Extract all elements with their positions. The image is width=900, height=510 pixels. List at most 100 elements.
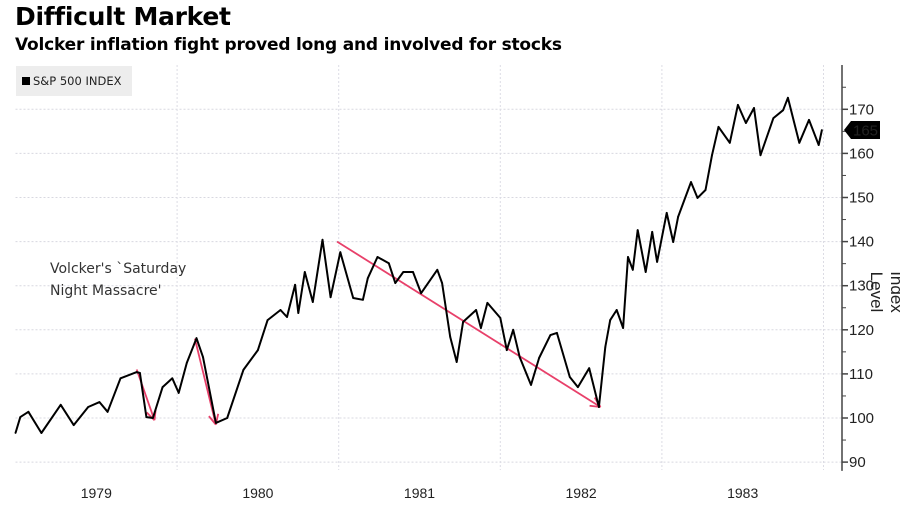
data-point (644, 271, 647, 273)
x-axis: 1979 1980 1981 1982 1983 (81, 485, 759, 501)
x-tick-label: 1983 (727, 485, 758, 501)
data-point (279, 309, 282, 311)
annotation-saturday-night-massacre: Volcker's `Saturday Night Massacre' (50, 261, 187, 299)
data-point (87, 406, 90, 408)
y-tick-label: 120 (849, 322, 874, 339)
data-point (505, 349, 508, 351)
data-point (651, 230, 654, 233)
y-tick-label: 160 (849, 145, 874, 162)
x-tick-label: 1982 (566, 485, 597, 501)
data-point (808, 118, 810, 121)
data-point (728, 141, 731, 144)
data-point (455, 361, 458, 363)
data-point (402, 271, 405, 273)
data-point (394, 282, 397, 284)
data-point (436, 268, 439, 271)
data-point (177, 391, 180, 394)
data-point (297, 312, 300, 314)
data-point (736, 103, 739, 106)
gridlines (15, 65, 842, 470)
y-axis-label: Index Level (867, 271, 900, 313)
data-point (329, 296, 332, 299)
y-tick-label: 110 (849, 366, 873, 383)
data-point (665, 212, 668, 214)
annotation-arrow (336, 240, 601, 408)
data-point (631, 268, 634, 271)
x-tick-label: 1979 (81, 485, 112, 501)
data-point (242, 369, 245, 371)
x-tick-label: 1981 (404, 485, 435, 501)
data-point (817, 144, 820, 146)
arrowhead (208, 415, 217, 426)
y-tick-label: 130 (849, 278, 874, 295)
data-point (480, 327, 482, 329)
data-point (151, 417, 154, 419)
data-point (387, 262, 390, 265)
data-point (759, 154, 762, 157)
data-point (195, 337, 198, 340)
data-point (202, 356, 204, 359)
data-point (782, 109, 784, 112)
data-point (512, 328, 515, 331)
data-point (672, 241, 675, 243)
data-point (98, 401, 101, 404)
data-point (609, 319, 612, 321)
data-point (704, 189, 707, 191)
data-point (294, 283, 296, 286)
data-point (303, 271, 306, 273)
data-point (656, 260, 658, 263)
data-point (27, 410, 30, 413)
data-point (19, 416, 22, 419)
data-point (366, 277, 369, 280)
data-point (462, 320, 465, 323)
annotation-arrow (194, 338, 217, 425)
data-point (214, 421, 217, 424)
data-point (185, 361, 188, 364)
y-tick-label: 150 (849, 190, 874, 207)
data-point (597, 406, 600, 408)
data-point (171, 377, 174, 380)
x-tick-label: 1980 (242, 485, 273, 501)
last-value-label: 165 (853, 123, 878, 140)
y-tick-label: 170 (849, 101, 874, 118)
data-point (420, 292, 423, 295)
data-point (798, 141, 801, 144)
data-point (376, 256, 379, 258)
data-point (40, 432, 43, 434)
data-point (753, 107, 755, 109)
data-point (696, 197, 699, 199)
data-point (135, 371, 138, 374)
data-point (555, 331, 558, 334)
data-point (286, 316, 288, 318)
data-point (615, 309, 618, 311)
data-point (499, 316, 502, 319)
data-point (690, 181, 692, 183)
data-point (518, 356, 521, 359)
data-point (549, 334, 552, 336)
data-point (745, 122, 747, 124)
data-point (119, 377, 122, 380)
chart-subtitle: Volcker inflation fight proved long and … (15, 35, 562, 55)
data-point (72, 424, 75, 426)
data-point (362, 298, 364, 301)
data-point (717, 126, 720, 128)
y-tick-label: 100 (849, 410, 874, 427)
data-point (321, 238, 324, 241)
data-point (14, 432, 17, 434)
data-point (711, 154, 713, 157)
data-point (622, 327, 625, 329)
y-tick-label: 90 (849, 454, 866, 471)
data-point (352, 297, 355, 299)
data-point (772, 117, 775, 120)
data-point (145, 416, 148, 419)
data-point (820, 129, 823, 131)
legend-swatch (22, 77, 30, 85)
data-point (226, 417, 229, 419)
data-point (588, 367, 591, 370)
data-point (538, 357, 540, 359)
data-point (576, 386, 579, 389)
data-point (339, 251, 342, 254)
data-point (412, 271, 414, 273)
y-tick-label: 140 (849, 234, 874, 251)
